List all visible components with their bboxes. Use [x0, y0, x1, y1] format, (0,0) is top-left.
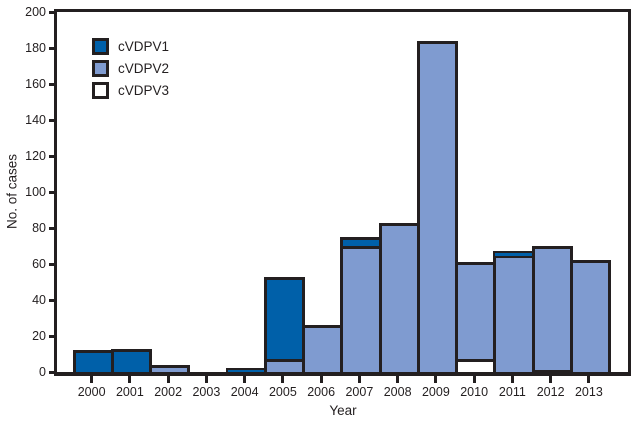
x-tick-mark-2011 — [510, 376, 514, 383]
legend-item-cvdpv1: cVDPV1 — [92, 38, 169, 55]
x-tick-label-2008: 2008 — [383, 385, 412, 399]
y-tick-mark-200 — [48, 10, 57, 14]
x-tick-label-2006: 2006 — [307, 385, 336, 399]
x-tick-label-2000: 2000 — [77, 385, 106, 399]
y-tick-mark-20 — [48, 334, 57, 338]
x-tick-label-2013: 2013 — [574, 385, 603, 399]
x-tick-mark-2008 — [396, 376, 400, 383]
y-tick-mark-140 — [48, 118, 57, 122]
y-tick-label-0: 0 — [39, 365, 46, 379]
x-tick-mark-2002 — [166, 376, 170, 383]
x-tick-label-2003: 2003 — [192, 385, 221, 399]
x-tick-label-2011: 2011 — [498, 385, 526, 399]
y-tick-mark-60 — [48, 262, 57, 266]
legend-swatch-cvdpv2 — [92, 60, 109, 77]
legend: cVDPV1 cVDPV2 cVDPV3 — [92, 38, 169, 104]
y-tick-mark-160 — [48, 82, 57, 86]
y-tick-label-100: 100 — [25, 185, 46, 199]
x-tick-label-2010: 2010 — [460, 385, 489, 399]
x-tick-label-2007: 2007 — [345, 385, 374, 399]
bar-segment-cvdpv2-2010 — [455, 262, 497, 363]
legend-label-cvdpv1: cVDPV1 — [118, 39, 170, 54]
x-tick-label-2004: 2004 — [230, 385, 259, 399]
x-tick-mark-2004 — [243, 376, 247, 383]
x-tick-label-2001: 2001 — [115, 385, 144, 399]
y-tick-label-180: 180 — [25, 41, 46, 55]
legend-label-cvdpv3: cVDPV3 — [118, 83, 170, 98]
x-tick-mark-2013 — [587, 376, 591, 383]
y-tick-label-140: 140 — [25, 113, 46, 127]
y-tick-label-200: 200 — [25, 5, 46, 19]
x-tick-mark-2001 — [128, 376, 132, 383]
x-tick-label-2005: 2005 — [268, 385, 297, 399]
x-tick-label-2012: 2012 — [536, 385, 565, 399]
y-tick-mark-100 — [48, 190, 57, 194]
x-tick-mark-2005 — [281, 376, 285, 383]
y-tick-mark-180 — [48, 46, 57, 50]
y-tick-label-20: 20 — [32, 329, 46, 343]
y-tick-label-80: 80 — [32, 221, 46, 235]
bar-segment-cvdpv2-2013 — [569, 260, 611, 375]
x-tick-label-2002: 2002 — [154, 385, 183, 399]
bar-segment-cvdpv1-2005 — [263, 276, 305, 363]
y-tick-label-60: 60 — [32, 257, 46, 271]
y-tick-label-120: 120 — [25, 149, 46, 163]
legend-label-cvdpv2: cVDPV2 — [118, 61, 170, 76]
x-tick-mark-2010 — [472, 376, 476, 383]
legend-item-cvdpv2: cVDPV2 — [92, 60, 169, 77]
x-tick-mark-2007 — [357, 376, 361, 383]
y-tick-mark-80 — [48, 226, 57, 230]
x-tick-mark-2000 — [90, 376, 94, 383]
legend-item-cvdpv3: cVDPV3 — [92, 82, 169, 99]
bar-segment-cvdpv2-2009 — [416, 40, 458, 375]
y-tick-label-160: 160 — [25, 77, 46, 91]
y-tick-label-40: 40 — [32, 293, 46, 307]
x-axis-title: Year — [329, 403, 357, 418]
x-tick-mark-2003 — [204, 376, 208, 383]
x-tick-mark-2006 — [319, 376, 323, 383]
bar-segment-cvdpv1-2001 — [110, 348, 152, 375]
y-tick-mark-40 — [48, 298, 57, 302]
legend-swatch-cvdpv3 — [92, 82, 109, 99]
x-tick-label-2009: 2009 — [421, 385, 450, 399]
y-tick-mark-120 — [48, 154, 57, 158]
legend-swatch-cvdpv1 — [92, 38, 109, 55]
x-tick-mark-2012 — [549, 376, 553, 383]
y-axis-title: No. of cases — [4, 153, 20, 230]
x-tick-mark-2009 — [434, 376, 438, 383]
y-tick-mark-0 — [48, 370, 57, 374]
